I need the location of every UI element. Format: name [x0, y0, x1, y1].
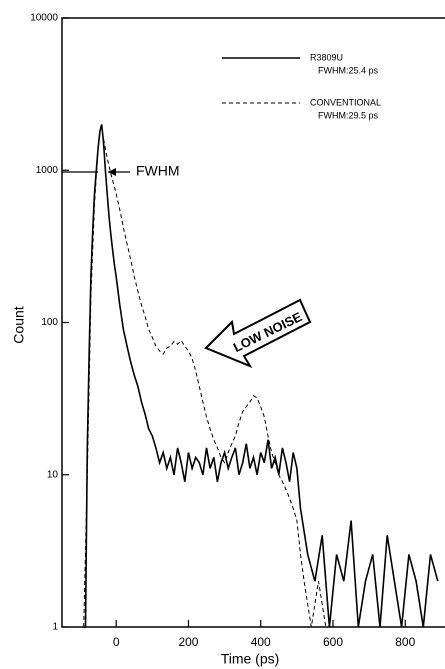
fwhm-arrow	[108, 168, 116, 176]
x-tick-label: 200	[178, 635, 198, 649]
y-tick-label: 1000	[36, 165, 59, 176]
low-noise-arrow	[204, 298, 312, 369]
y-tick-label: 100	[41, 317, 58, 328]
fwhm-label: FWHM	[136, 163, 180, 179]
x-tick-label: 400	[251, 635, 271, 649]
y-tick-label: 10000	[30, 13, 58, 24]
series-line	[83, 124, 439, 628]
x-tick-label: 600	[323, 635, 343, 649]
y-tick-label: 1	[52, 622, 58, 633]
annotations: FWHM LOW NOISE	[62, 163, 312, 369]
series-line	[83, 124, 442, 628]
y-tick-label: 10	[47, 469, 59, 480]
legend-label: CONVENTIONAL	[310, 97, 381, 107]
legend-note: FWHM:25.4 ps	[318, 65, 379, 75]
x-tick-label: 800	[395, 635, 415, 649]
y-axis-label: Count	[11, 306, 27, 343]
legend-note: FWHM:29.5 ps	[318, 110, 379, 120]
x-axis-label: Time (ps)	[221, 651, 280, 667]
legend-label: R3809U	[310, 52, 343, 62]
x-tick-label: 0	[113, 635, 120, 649]
